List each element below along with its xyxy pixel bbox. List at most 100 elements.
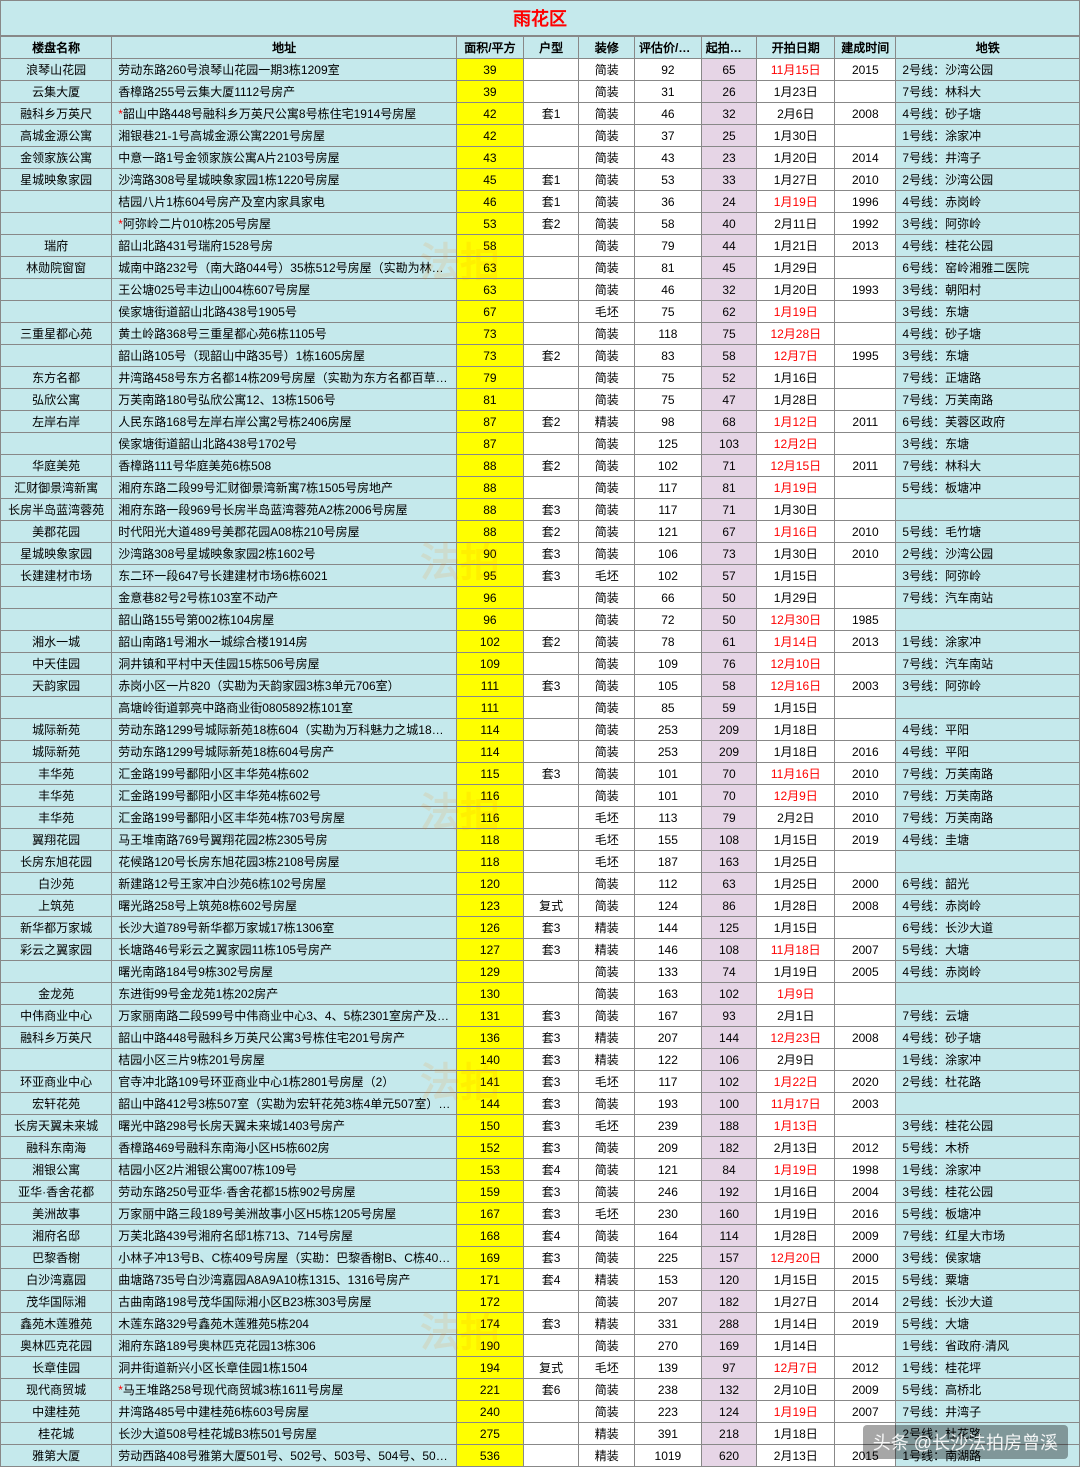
cell-type bbox=[523, 257, 579, 279]
cell-date: 12月20日 bbox=[757, 1247, 835, 1269]
cell-name: 融科东南海 bbox=[1, 1137, 112, 1159]
cell-start: 100 bbox=[701, 1093, 757, 1115]
table-row: 金龙苑东进街99号金龙苑1栋202房产130简装1631021月9日 bbox=[1, 983, 1080, 1005]
cell-start: 76 bbox=[701, 653, 757, 675]
cell-year: 2014 bbox=[835, 1291, 896, 1313]
cell-deco: 简装 bbox=[579, 697, 635, 719]
cell-name bbox=[1, 279, 112, 301]
cell-metro: 4号线：桂花公园 bbox=[896, 235, 1080, 257]
cell-deco: 简装 bbox=[579, 1005, 635, 1027]
cell-name: 左岸右岸 bbox=[1, 411, 112, 433]
cell-eval: 66 bbox=[635, 587, 702, 609]
cell-eval: 113 bbox=[635, 807, 702, 829]
cell-metro: 5号线：板塘冲 bbox=[896, 477, 1080, 499]
cell-metro: 5号线：大塘 bbox=[896, 939, 1080, 961]
cell-eval: 106 bbox=[635, 543, 702, 565]
cell-deco: 精装 bbox=[579, 1445, 635, 1467]
cell-type bbox=[523, 235, 579, 257]
cell-metro: 2号线：沙湾公园 bbox=[896, 59, 1080, 81]
cell-name bbox=[1, 213, 112, 235]
cell-metro: 3号线：阿弥岭 bbox=[896, 565, 1080, 587]
cell-area: 152 bbox=[457, 1137, 524, 1159]
table-row: 长房天翼未来城曙光中路298号长房天翼未来城1403号房产150套3毛坯2391… bbox=[1, 1115, 1080, 1137]
cell-deco: 简装 bbox=[579, 873, 635, 895]
cell-metro: 5号线：高桥北 bbox=[896, 1379, 1080, 1401]
cell-metro: 4号线：圭塘 bbox=[896, 829, 1080, 851]
cell-type bbox=[523, 873, 579, 895]
cell-year: 2008 bbox=[835, 895, 896, 917]
cell-metro: 2号线：长沙大道 bbox=[896, 1291, 1080, 1313]
cell-metro: 7号线：万芙南路 bbox=[896, 807, 1080, 829]
cell-metro: 3号线：朝阳村 bbox=[896, 279, 1080, 301]
cell-type: 套4 bbox=[523, 1225, 579, 1247]
cell-start: 70 bbox=[701, 785, 757, 807]
cell-name: 巴黎香榭 bbox=[1, 1247, 112, 1269]
cell-start: 157 bbox=[701, 1247, 757, 1269]
cell-deco: 简装 bbox=[579, 81, 635, 103]
cell-area: 114 bbox=[457, 741, 524, 763]
table-row: 汇财御景湾新寓湘府东路二段99号汇财御景湾新寓7栋1505号房地产88简装117… bbox=[1, 477, 1080, 499]
cell-type: 套3 bbox=[523, 1005, 579, 1027]
table-row: 高塘岭街道郭亮中路商业街0805892栋101室111简装85591月15日 bbox=[1, 697, 1080, 719]
cell-date: 2月6日 bbox=[757, 103, 835, 125]
cell-start: 32 bbox=[701, 279, 757, 301]
cell-metro: 3号线：阿弥岭 bbox=[896, 675, 1080, 697]
cell-start: 32 bbox=[701, 103, 757, 125]
cell-deco: 简装 bbox=[579, 433, 635, 455]
cell-area: 115 bbox=[457, 763, 524, 785]
cell-name: 林勋院窗窗 bbox=[1, 257, 112, 279]
cell-metro: 4号线：赤岗岭 bbox=[896, 191, 1080, 213]
cell-addr: 桔园八片1栋604号房产及室内家具家电 bbox=[112, 191, 457, 213]
cell-metro: 6号线：韶光 bbox=[896, 873, 1080, 895]
cell-start: 23 bbox=[701, 147, 757, 169]
cell-deco: 毛坯 bbox=[579, 807, 635, 829]
col-header-area: 面积/平方 bbox=[457, 37, 524, 59]
cell-start: 160 bbox=[701, 1203, 757, 1225]
cell-deco: 毛坯 bbox=[579, 829, 635, 851]
cell-eval: 225 bbox=[635, 1247, 702, 1269]
cell-start: 44 bbox=[701, 235, 757, 257]
cell-area: 120 bbox=[457, 873, 524, 895]
cell-name: 桂花城 bbox=[1, 1423, 112, 1445]
cell-area: 172 bbox=[457, 1291, 524, 1313]
cell-name: 金龙苑 bbox=[1, 983, 112, 1005]
cell-date: 1月14日 bbox=[757, 631, 835, 653]
cell-eval: 238 bbox=[635, 1379, 702, 1401]
cell-name: 丰华苑 bbox=[1, 807, 112, 829]
property-table: 楼盘名称 地址 面积/平方 户型 装修 评估价/万元 起拍价(万元) 开拍日期 … bbox=[0, 36, 1080, 1467]
cell-deco: 简装 bbox=[579, 1291, 635, 1313]
cell-type bbox=[523, 1401, 579, 1423]
cell-type: 套3 bbox=[523, 763, 579, 785]
cell-year: 2008 bbox=[835, 1027, 896, 1049]
cell-deco: 简装 bbox=[579, 521, 635, 543]
cell-year bbox=[835, 367, 896, 389]
col-header-name: 楼盘名称 bbox=[1, 37, 112, 59]
table-row: 中伟商业中心万家丽南路二段599号中伟商业中心3、4、5栋2301室房产及其室内… bbox=[1, 1005, 1080, 1027]
cell-area: 116 bbox=[457, 785, 524, 807]
cell-start: 106 bbox=[701, 1049, 757, 1071]
cell-type: 套2 bbox=[523, 521, 579, 543]
cell-year: 2009 bbox=[835, 1225, 896, 1247]
cell-year bbox=[835, 1005, 896, 1027]
cell-metro: 3号线：东塘 bbox=[896, 301, 1080, 323]
cell-metro: 4号线：平阳 bbox=[896, 741, 1080, 763]
cell-area: 144 bbox=[457, 1093, 524, 1115]
cell-start: 84 bbox=[701, 1159, 757, 1181]
cell-metro: 1号线：涂家冲 bbox=[896, 125, 1080, 147]
cell-name: 环亚商业中心 bbox=[1, 1071, 112, 1093]
cell-addr: 井湾路485号中建桂苑6栋603号房屋 bbox=[112, 1401, 457, 1423]
cell-start: 93 bbox=[701, 1005, 757, 1027]
cell-metro: 4号线：砂子塘 bbox=[896, 103, 1080, 125]
cell-eval: 144 bbox=[635, 917, 702, 939]
cell-date: 1月19日 bbox=[757, 1203, 835, 1225]
cell-area: 275 bbox=[457, 1423, 524, 1445]
table-row: 融科乡万英尺韶山中路448号融科乡万英尺公寓3号栋住宅201号房产136套3精装… bbox=[1, 1027, 1080, 1049]
table-row: 白沙苑新建路12号王家冲白沙苑6栋102号房屋120简装112631月25日20… bbox=[1, 873, 1080, 895]
cell-addr: 井湾路458号东方名都14栋209号房屋（实勘为东方名都百草园14栋5单元209… bbox=[112, 367, 457, 389]
cell-date: 1月16日 bbox=[757, 1181, 835, 1203]
cell-area: 131 bbox=[457, 1005, 524, 1027]
table-row: 金意巷82号2号栋103室不动产96简装66501月29日7号线：汽车南站 bbox=[1, 587, 1080, 609]
cell-deco: 简装 bbox=[579, 235, 635, 257]
cell-start: 25 bbox=[701, 125, 757, 147]
cell-start: 67 bbox=[701, 521, 757, 543]
